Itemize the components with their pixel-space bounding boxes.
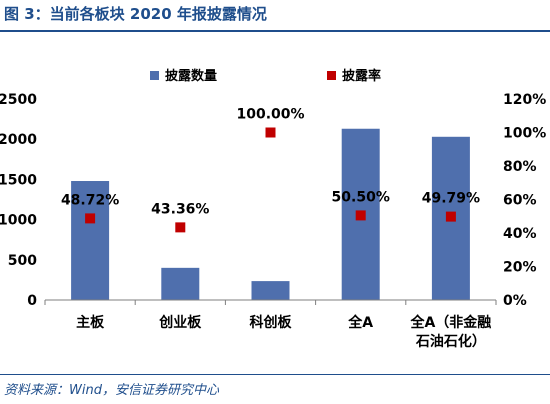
y-right-tick-label: 40% (503, 226, 537, 242)
bar-3 (251, 281, 290, 300)
rate-marker-3 (265, 127, 276, 138)
y-left-tick-label: 0 (27, 293, 37, 309)
rate-data-label: 43.36% (151, 201, 209, 217)
y-right-tick-label: 0% (503, 293, 527, 309)
rate-data-label: 50.50% (332, 189, 390, 205)
legend-label-rate: 披露率 (342, 68, 381, 84)
rate-marker-2 (175, 222, 186, 233)
category-label: 创业板 (158, 314, 202, 331)
source-divider (0, 374, 550, 375)
rate-data-label: 49.79% (422, 191, 480, 207)
y-left-tick-label: 2500 (0, 92, 37, 108)
rate-marker-4 (355, 210, 366, 221)
bar-2 (161, 267, 200, 300)
title-divider (0, 30, 550, 32)
y-left-tick-label: 2000 (0, 132, 37, 148)
category-label: 主板 (76, 314, 105, 331)
source-note: 资料来源：Wind，安信证券研究中心 (4, 383, 219, 398)
legend-label-count: 披露数量 (165, 68, 217, 84)
rate-data-label: 48.72% (61, 192, 119, 208)
y-right-tick-label: 120% (503, 92, 546, 108)
y-right-tick-label: 60% (503, 193, 537, 209)
category-label: 石油石化） (415, 333, 486, 350)
rate-marker-1 (85, 213, 96, 224)
legend-swatch-count (150, 71, 159, 80)
y-right-tick-label: 100% (503, 126, 546, 142)
rate-data-label: 100.00% (236, 107, 304, 123)
y-left-tick-label: 500 (8, 253, 37, 269)
rate-marker-5 (445, 211, 456, 222)
figure-title: 图 3：当前各板块 2020 年报披露情况 (4, 5, 267, 23)
bar-1 (71, 181, 110, 300)
y-left-tick-label: 1000 (0, 213, 37, 229)
y-left-tick-label: 1500 (0, 172, 37, 188)
legend-swatch-rate (327, 71, 336, 80)
category-label: 全A (347, 314, 373, 331)
y-right-tick-label: 80% (503, 159, 537, 175)
y-right-tick-label: 20% (503, 260, 537, 276)
category-label: 全A（非金融 (409, 314, 491, 331)
category-label: 科创板 (250, 314, 293, 331)
